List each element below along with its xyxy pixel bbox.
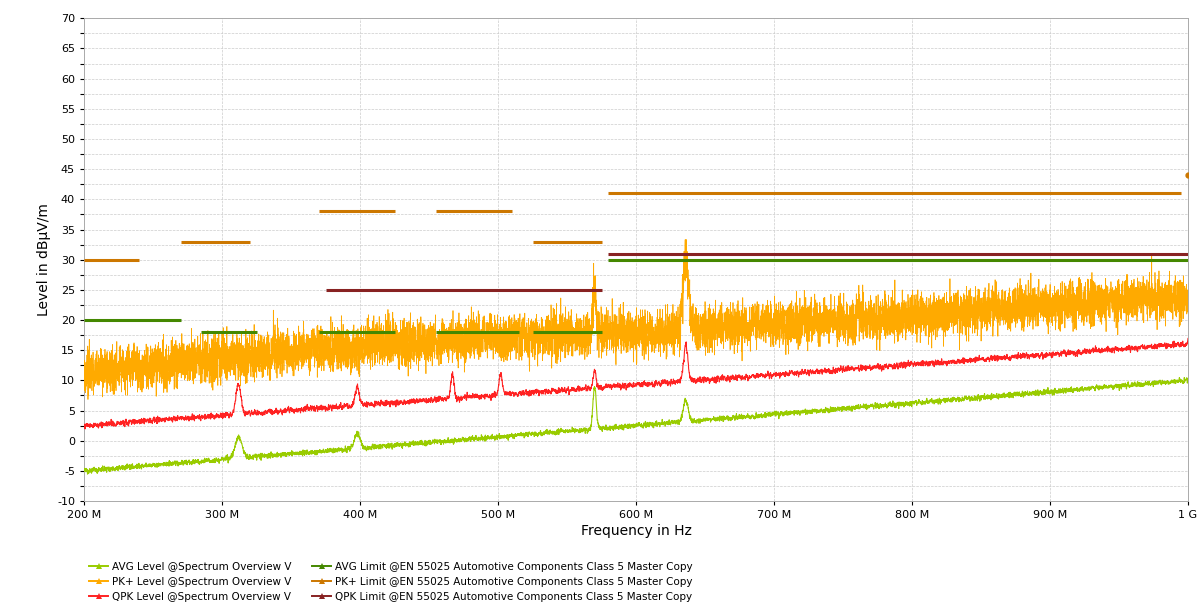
Legend: AVG Level @Spectrum Overview V, PK+ Level @Spectrum Overview V, QPK Level @Spect: AVG Level @Spectrum Overview V, PK+ Leve… xyxy=(89,562,694,602)
X-axis label: Frequency in Hz: Frequency in Hz xyxy=(581,524,691,538)
Y-axis label: Level in dBμV/m: Level in dBμV/m xyxy=(37,203,52,316)
